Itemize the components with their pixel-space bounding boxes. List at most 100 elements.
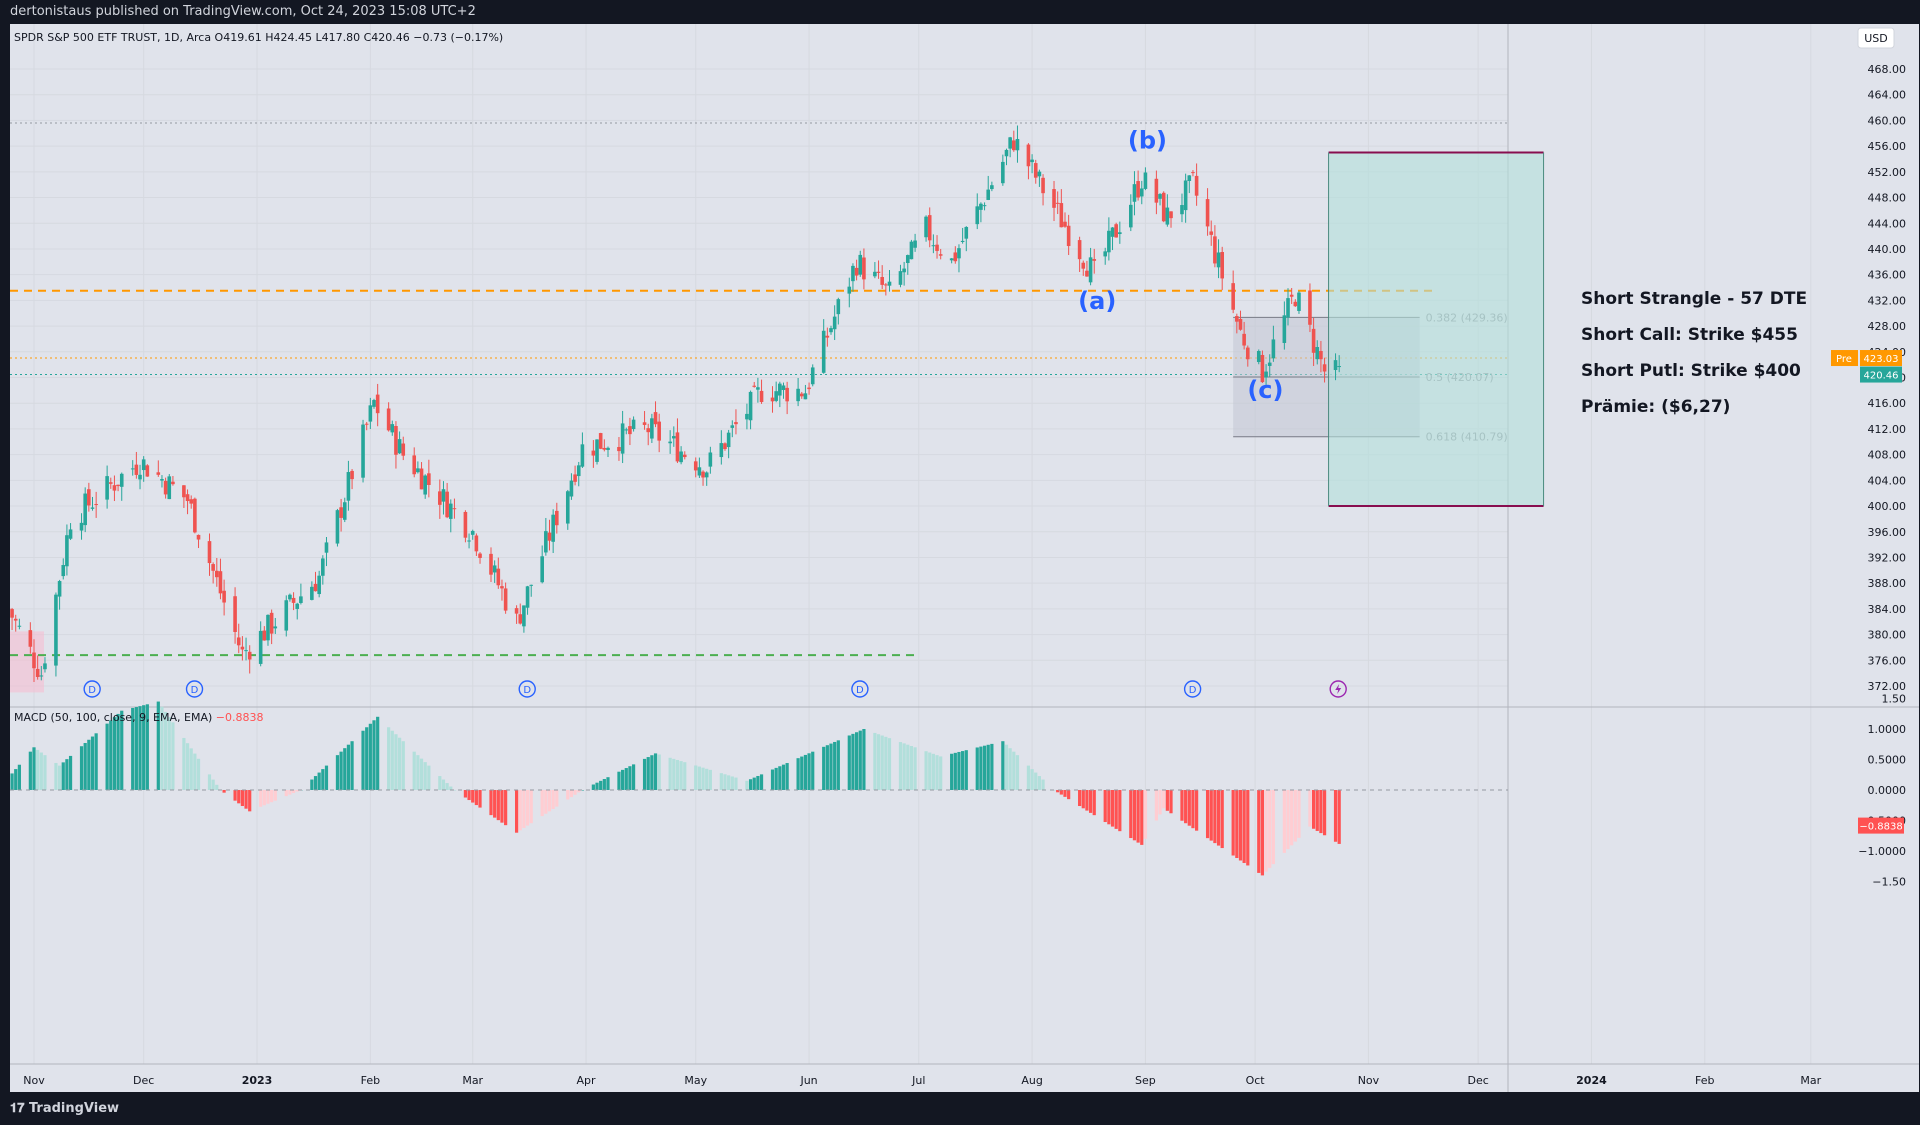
macd-bar	[1319, 790, 1323, 834]
candle-body	[1183, 180, 1188, 211]
macd-bar	[631, 764, 636, 790]
candle-body	[756, 387, 760, 390]
price-tick-label: 404.00	[1868, 474, 1907, 487]
macd-bar	[1213, 790, 1217, 844]
candle-body	[949, 258, 954, 261]
macd-tick-label: −1.0000	[1858, 845, 1906, 858]
macd-bar	[569, 790, 574, 798]
pre-tag-label: Pre	[1836, 354, 1852, 365]
candle-body	[1297, 292, 1301, 311]
candle-body	[1077, 240, 1082, 260]
candles	[10, 125, 1341, 682]
macd-bar	[953, 752, 957, 790]
chart-frame[interactable]: 0.382 (429.36)0.5 (420.07)0.618 (410.79)…	[10, 24, 1919, 1092]
macd-bar	[105, 723, 109, 790]
macd-bar	[156, 701, 160, 790]
candle-body	[672, 436, 676, 439]
macd-bar	[419, 758, 424, 790]
macd-bar	[1312, 790, 1316, 829]
dividend-letter: D	[88, 685, 96, 696]
macd-bar	[822, 746, 826, 790]
macd-bar	[489, 790, 493, 816]
candle-body	[452, 508, 457, 510]
macd-bar	[884, 736, 888, 790]
price-tick-label: 388.00	[1868, 577, 1907, 590]
candle-body	[1264, 371, 1268, 378]
candle-body	[233, 596, 237, 632]
candle-body	[1289, 294, 1294, 297]
candle-body	[514, 608, 519, 614]
macd-bar	[964, 750, 968, 790]
macd-bar	[990, 743, 994, 790]
candle-body	[467, 540, 471, 542]
macd-bar	[390, 730, 394, 790]
macd-bar	[734, 777, 738, 790]
macd-bar	[617, 771, 621, 790]
last-price-label: 420.46	[1864, 371, 1899, 382]
macd-bar	[1235, 790, 1239, 859]
candle-body	[979, 203, 983, 210]
pre-tag	[1831, 350, 1858, 367]
dividend-circle	[1183, 680, 1202, 698]
candle-body	[821, 330, 826, 373]
candle-body	[858, 254, 863, 275]
candle-body	[668, 441, 672, 444]
candle-body	[394, 426, 398, 455]
candle-body	[313, 583, 318, 592]
macd-bar	[39, 752, 43, 790]
candle-body	[35, 668, 40, 677]
macd-bar	[551, 790, 555, 809]
macd-bar	[471, 790, 475, 803]
price-tick-label: 448.00	[1868, 192, 1907, 205]
currency-label: USD	[1864, 32, 1888, 45]
macd-bar	[343, 748, 347, 790]
candle-body	[880, 276, 884, 285]
chart-canvas[interactable]: 0.382 (429.36)0.5 (420.07)0.618 (410.79)…	[10, 24, 1919, 1092]
strangle-box[interactable]	[1328, 151, 1545, 508]
macd-bar	[529, 790, 533, 824]
macd-bar	[1110, 790, 1115, 827]
macd-bar	[350, 741, 354, 790]
dividend-letter: D	[523, 685, 531, 696]
price-tick-label: 456.00	[1868, 140, 1907, 153]
candle-body	[1015, 138, 1020, 151]
candle-body	[324, 542, 329, 553]
macd-bar	[1026, 765, 1031, 790]
candle-body	[342, 502, 347, 520]
candle-body	[28, 630, 33, 647]
macd-bar	[36, 749, 40, 790]
candle-body	[346, 472, 351, 501]
candle-body	[1114, 224, 1118, 238]
candle-body	[555, 510, 559, 526]
candle-body	[1107, 230, 1111, 253]
macd-bar	[335, 755, 340, 790]
macd-bar	[602, 779, 606, 790]
macd-bar	[361, 730, 365, 790]
candle-body	[273, 626, 278, 629]
candle-body	[416, 468, 420, 473]
candle-body	[905, 255, 910, 264]
candle-body	[262, 630, 267, 641]
macd-bar	[876, 734, 881, 790]
macd-bar	[193, 753, 197, 790]
support-zone	[10, 631, 44, 693]
price-tick-label: 436.00	[1868, 269, 1907, 282]
macd-bar	[467, 790, 471, 801]
macd-bar	[1184, 790, 1188, 824]
candle-body	[163, 480, 168, 495]
macd-bar	[398, 737, 402, 790]
macd-bar	[1308, 790, 1312, 827]
candle-body	[1037, 171, 1042, 177]
tradingview-logo[interactable]: 𝟏𝟕 TradingView	[10, 1092, 119, 1125]
macd-bar	[595, 782, 599, 790]
candle-body	[1194, 175, 1199, 196]
candle-body	[781, 385, 786, 391]
macd-bar	[580, 790, 584, 791]
footer: 𝟏𝟕 TradingView	[0, 1092, 1920, 1125]
candle-body	[650, 418, 654, 439]
macd-bar	[233, 790, 237, 801]
candle-body	[745, 413, 749, 420]
candle-body	[544, 531, 548, 553]
macd-bar	[518, 790, 522, 831]
macd-bar	[599, 780, 603, 790]
